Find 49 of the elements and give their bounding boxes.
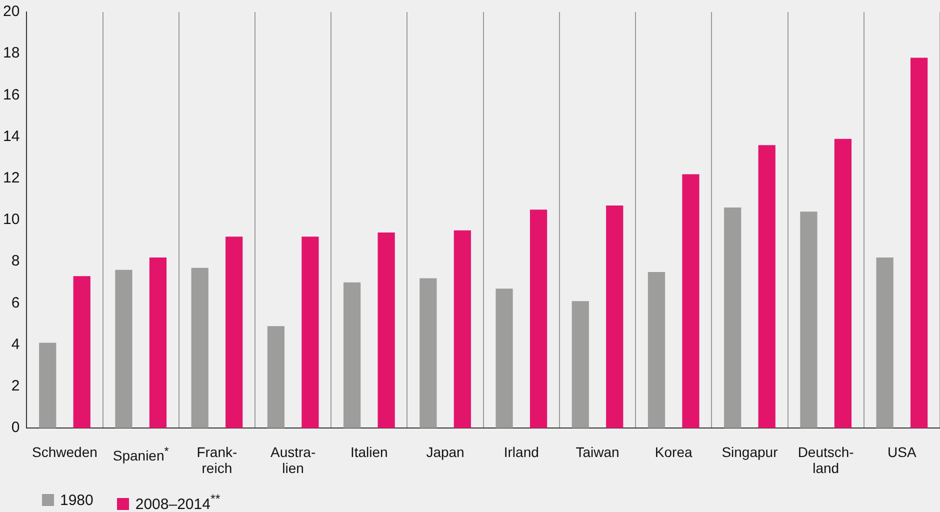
x-tick-label: USA xyxy=(886,444,918,460)
x-tick-label: Schweden xyxy=(31,444,98,460)
bar xyxy=(149,257,167,428)
bar xyxy=(454,230,471,428)
bar xyxy=(876,257,894,428)
bar xyxy=(834,138,852,428)
bar xyxy=(910,58,928,428)
y-tick-label: 14 xyxy=(2,128,20,145)
y-tick-label: 6 xyxy=(11,294,20,312)
legend-label: 1980 xyxy=(59,492,94,511)
bar xyxy=(226,236,243,428)
bar xyxy=(606,205,624,428)
y-tick-label: 0 xyxy=(11,419,20,436)
x-tick-label: Italien xyxy=(349,444,389,460)
y-tick-label: 8 xyxy=(11,252,20,270)
bar xyxy=(800,212,818,428)
bar xyxy=(73,276,90,428)
bar xyxy=(682,174,700,428)
y-tick-label: 20 xyxy=(2,3,20,20)
y-tick-label: 18 xyxy=(2,44,20,62)
x-tick-label: Korea xyxy=(654,444,694,460)
x-tick-label: Singapur xyxy=(720,444,779,460)
bar xyxy=(572,301,589,428)
x-tick-label: Frank- reich xyxy=(196,444,238,476)
bar xyxy=(115,270,132,428)
bar xyxy=(378,232,395,428)
bar xyxy=(39,342,56,428)
x-tick-label: Taiwan xyxy=(574,444,620,460)
bar xyxy=(648,272,666,428)
legend-label: 2008–2014$^{**}$ xyxy=(134,492,220,512)
y-tick-label: 10 xyxy=(2,211,20,228)
y-tick-label: 12 xyxy=(2,170,20,187)
bar xyxy=(530,210,548,428)
bar xyxy=(496,288,513,428)
bar xyxy=(191,268,208,428)
bar xyxy=(343,282,361,428)
x-tick-label: Deutsch- land xyxy=(796,444,855,476)
bar xyxy=(420,278,437,428)
x-tick-label: Austra- lien xyxy=(270,444,317,476)
bar xyxy=(302,236,319,428)
bar xyxy=(267,326,285,428)
bar xyxy=(758,145,776,428)
y-tick-label: 4 xyxy=(11,336,20,353)
x-tick-label: Irland xyxy=(502,444,540,460)
x-tick-label: Japan xyxy=(425,444,466,460)
bar xyxy=(724,208,742,428)
y-tick-label: 16 xyxy=(2,86,20,104)
y-tick-label: 2 xyxy=(11,378,20,395)
x-tick-label: Spanien$^{*}$ xyxy=(112,444,170,464)
